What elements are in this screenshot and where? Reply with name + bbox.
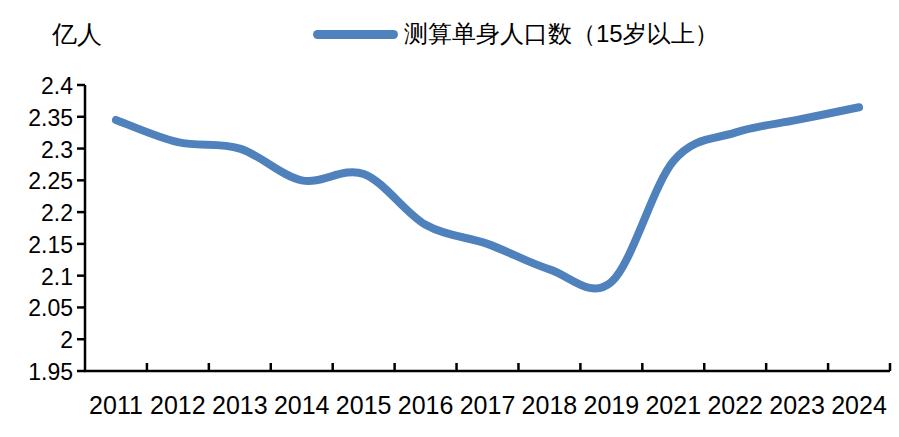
x-axis-tick-label: 2018 [522, 391, 578, 419]
x-axis-tick-label: 2016 [398, 391, 454, 419]
plot-area: 2.42.352.32.252.22.152.12.0521.952011201… [0, 0, 899, 437]
y-axis-tick-label: 2 [60, 327, 73, 353]
x-axis-tick-label: 2023 [769, 391, 825, 419]
series-line [116, 107, 859, 288]
x-axis-tick-label: 2011 [89, 391, 143, 419]
x-axis-tick-label: 2022 [707, 391, 763, 419]
x-axis-tick-label: 2013 [212, 391, 268, 419]
y-axis-tick-label: 1.95 [28, 359, 73, 385]
x-axis-tick-label: 2014 [274, 391, 330, 419]
y-axis-tick-label: 2.15 [28, 232, 73, 258]
x-axis-tick-label: 2015 [336, 391, 392, 419]
y-axis-tick-label: 2.1 [41, 264, 73, 290]
y-axis-tick-label: 2.25 [28, 168, 73, 194]
y-axis-tick-label: 2.35 [28, 105, 73, 131]
y-axis-tick-label: 2.3 [41, 137, 73, 163]
x-axis-tick-label: 2012 [150, 391, 206, 419]
y-axis-tick-label: 2.2 [41, 200, 73, 226]
y-axis-tick-label: 2.4 [41, 73, 73, 99]
y-axis-tick-label: 2.05 [28, 295, 73, 321]
single-population-line-chart: 亿人 测算单身人口数（15岁以上） 2.42.352.32.252.22.152… [0, 0, 899, 437]
x-axis-tick-label: 2019 [584, 391, 640, 419]
x-axis-tick-label: 2021 [645, 391, 701, 419]
x-axis-tick-label: 2024 [831, 391, 887, 419]
x-axis-tick-label: 2017 [460, 391, 516, 419]
